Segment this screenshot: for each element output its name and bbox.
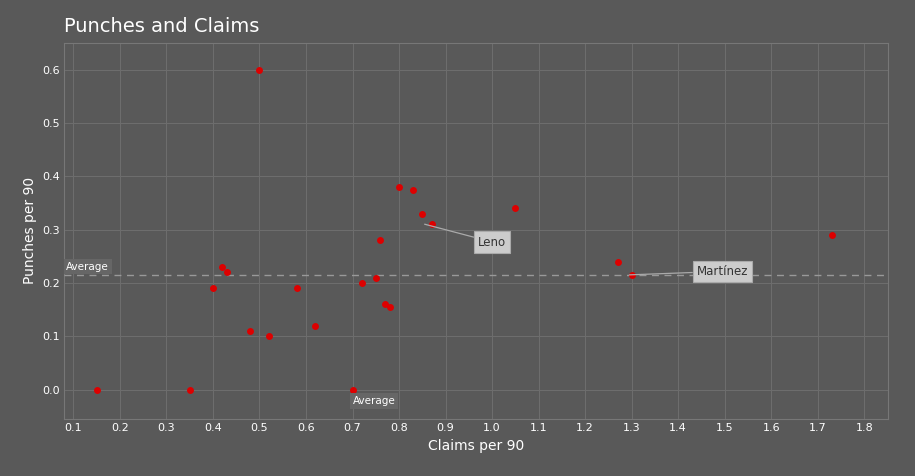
Point	[392, 183, 406, 191]
Text: Martínez: Martínez	[630, 265, 748, 278]
X-axis label: Claims per 90: Claims per 90	[427, 438, 524, 453]
Point	[382, 303, 397, 311]
Text: Leno: Leno	[425, 224, 506, 248]
Point	[373, 237, 388, 244]
Point	[378, 300, 393, 308]
Point	[215, 263, 230, 271]
Point	[824, 231, 839, 238]
Point	[415, 210, 430, 218]
Point	[425, 220, 439, 228]
Point	[354, 279, 369, 287]
Point	[242, 327, 257, 335]
Point	[262, 332, 276, 340]
Text: Average: Average	[67, 261, 109, 271]
Point	[253, 66, 267, 73]
Point	[345, 386, 360, 393]
Y-axis label: Punches per 90: Punches per 90	[23, 177, 37, 285]
Text: Punches and Claims: Punches and Claims	[64, 17, 260, 36]
Point	[624, 271, 639, 278]
Point	[289, 284, 304, 292]
Text: Average: Average	[352, 396, 395, 406]
Point	[610, 258, 625, 265]
Point	[369, 274, 383, 281]
Point	[405, 186, 420, 193]
Point	[90, 386, 104, 393]
Point	[182, 386, 197, 393]
Point	[308, 322, 323, 329]
Point	[206, 284, 221, 292]
Point	[508, 204, 522, 212]
Point	[220, 268, 234, 276]
